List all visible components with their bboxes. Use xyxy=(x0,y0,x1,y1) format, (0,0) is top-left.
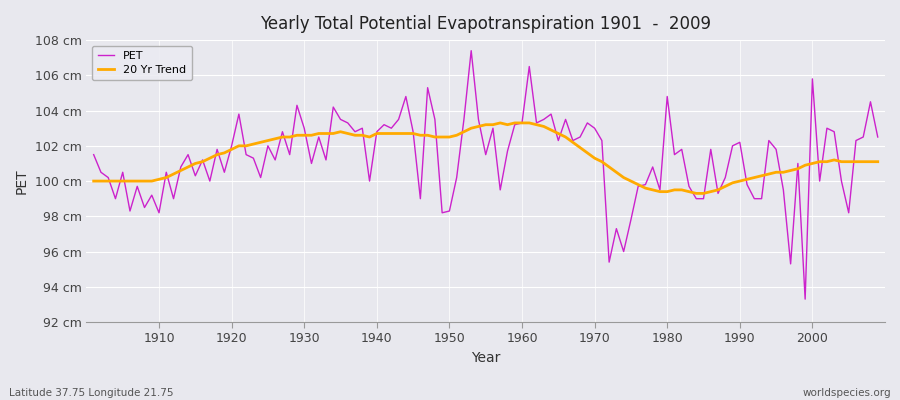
Text: worldspecies.org: worldspecies.org xyxy=(803,388,891,398)
20 Yr Trend xyxy=(147,179,158,184)
20 Yr Trend xyxy=(524,120,535,125)
20 Yr Trend xyxy=(517,120,527,125)
20 Yr Trend xyxy=(349,133,360,138)
PET xyxy=(88,152,99,157)
Y-axis label: PET: PET xyxy=(15,168,29,194)
20 Yr Trend xyxy=(306,133,317,138)
20 Yr Trend xyxy=(88,179,99,184)
PET xyxy=(306,161,317,166)
PET xyxy=(800,297,811,302)
PET xyxy=(466,48,477,53)
Text: Latitude 37.75 Longitude 21.75: Latitude 37.75 Longitude 21.75 xyxy=(9,388,174,398)
PET xyxy=(147,193,158,198)
20 Yr Trend xyxy=(611,170,622,175)
20 Yr Trend xyxy=(495,120,506,125)
Line: 20 Yr Trend: 20 Yr Trend xyxy=(94,123,878,194)
PET xyxy=(524,64,535,69)
PET xyxy=(517,120,527,125)
PET xyxy=(349,129,360,134)
Line: PET: PET xyxy=(94,51,878,299)
Legend: PET, 20 Yr Trend: PET, 20 Yr Trend xyxy=(92,46,192,80)
20 Yr Trend xyxy=(872,159,883,164)
X-axis label: Year: Year xyxy=(471,351,500,365)
PET xyxy=(611,226,622,231)
20 Yr Trend xyxy=(691,191,702,196)
PET xyxy=(872,135,883,140)
Title: Yearly Total Potential Evapotranspiration 1901  -  2009: Yearly Total Potential Evapotranspiratio… xyxy=(260,15,711,33)
